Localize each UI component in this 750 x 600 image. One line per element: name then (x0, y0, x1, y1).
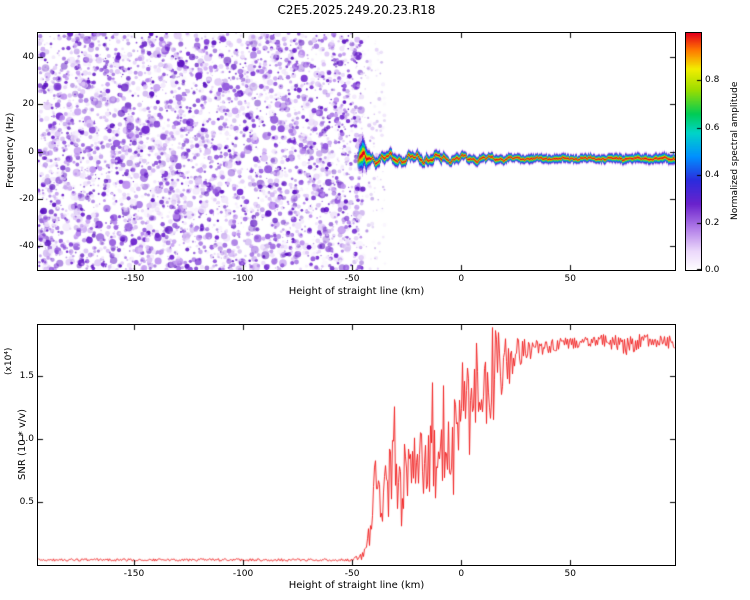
snr-y-axis-scale-label: (x10⁴) (4, 347, 14, 375)
colorbar-canvas (686, 33, 701, 270)
tick-label: 0.0 (705, 265, 720, 275)
tick-label: 0.5 (19, 496, 34, 507)
snr-x-axis-label: Height of straight line (km) (288, 580, 425, 591)
tick-label: -100 (232, 274, 254, 284)
tick-label: 0 (458, 569, 465, 579)
tick-label: 50 (564, 274, 576, 284)
tick-label: -50 (344, 569, 360, 579)
tick-label: 0.4 (705, 170, 720, 181)
tick-label: 0.8 (705, 75, 720, 86)
tick-label: 20 (22, 99, 34, 110)
tick-label: -100 (232, 569, 254, 579)
snr-panel (37, 324, 676, 566)
tick-label: 1.0 (19, 433, 34, 444)
tick-label: -50 (344, 274, 360, 284)
tick-label: 0.2 (705, 217, 720, 228)
tick-label: 40 (22, 51, 34, 62)
snr-canvas (38, 325, 675, 565)
tick-label: -150 (123, 569, 145, 579)
tick-label: 0.6 (705, 122, 720, 133)
tick-label: 0 (28, 146, 34, 157)
chart-title: C2E5.2025.249.20.23.R18 (277, 3, 436, 17)
spectrogram-panel (37, 32, 676, 271)
tick-label: 1.5 (19, 370, 34, 381)
tick-label: 0 (458, 274, 465, 284)
colorbar (685, 32, 702, 271)
tick-label: 50 (564, 569, 576, 579)
spectrogram-x-axis-label: Height of straight line (km) (288, 286, 425, 297)
tick-label: -40 (19, 241, 34, 252)
tick-label: -20 (19, 193, 34, 204)
snr-y-axis-label: SNR (10 * v/v) (17, 408, 28, 480)
spectrogram-canvas (38, 33, 675, 270)
tick-label: -150 (123, 274, 145, 284)
colorbar-label: Normalized spectral amplitude (730, 81, 740, 220)
